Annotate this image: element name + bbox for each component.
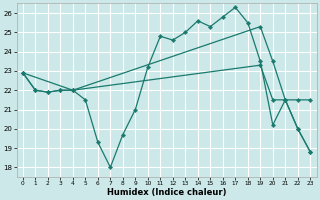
X-axis label: Humidex (Indice chaleur): Humidex (Indice chaleur) — [107, 188, 226, 197]
